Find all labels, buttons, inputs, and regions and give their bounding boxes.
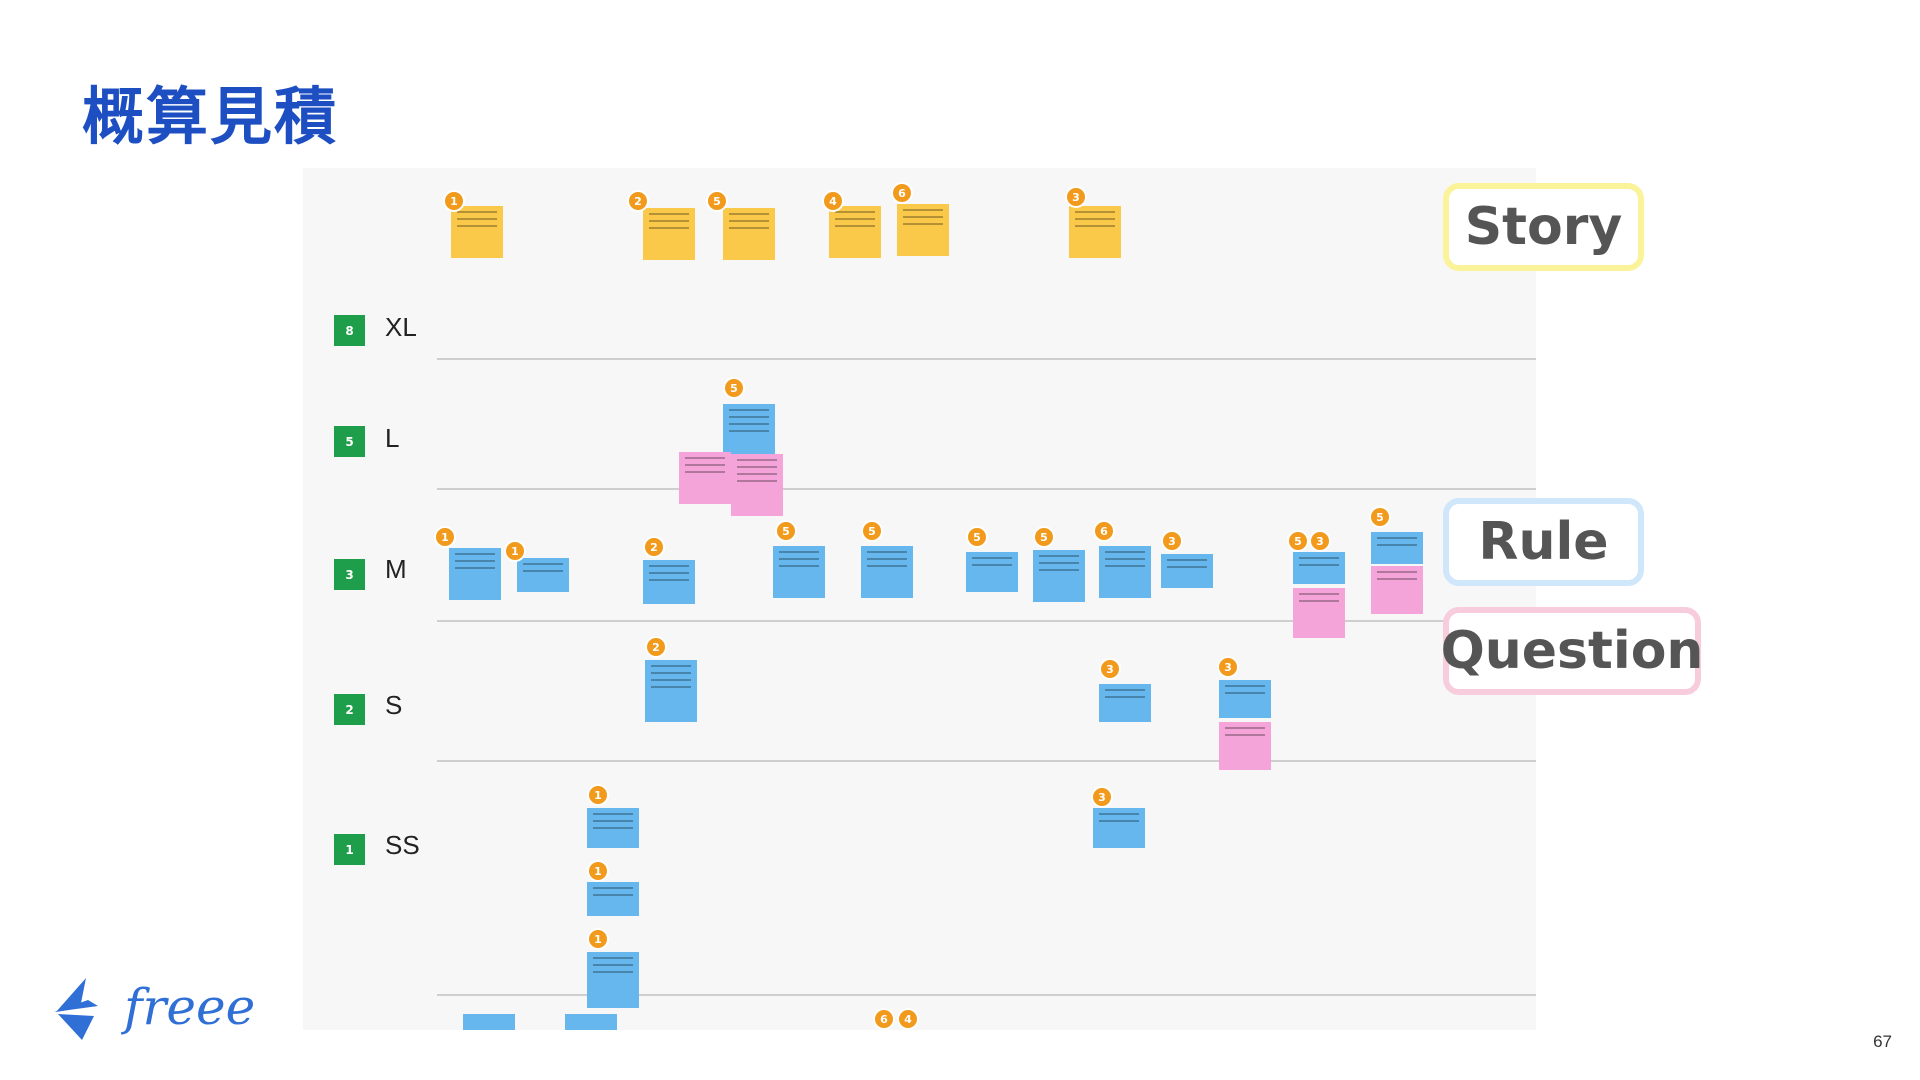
- estimate-dot: 6: [873, 1008, 895, 1030]
- row-divider: [437, 760, 1536, 762]
- estimate-dot: 1: [587, 928, 609, 950]
- rule-sticky: [966, 552, 1018, 592]
- rule-sticky: [1099, 684, 1151, 722]
- question-sticky: [679, 452, 731, 504]
- estimate-dot: 1: [434, 526, 456, 548]
- estimate-dot: 5: [966, 526, 988, 548]
- estimate-dot: 3: [1309, 530, 1331, 552]
- bird-icon: [54, 978, 98, 1040]
- rule-sticky: [773, 546, 825, 598]
- row-divider: [437, 994, 1536, 996]
- estimate-dot: 2: [645, 636, 667, 658]
- estimate-dot: 2: [627, 190, 649, 212]
- estimate-dot: 5: [1033, 526, 1055, 548]
- legend-rule: Rule: [1443, 498, 1644, 586]
- estimate-dot: 6: [891, 182, 913, 204]
- story-sticky: [451, 206, 503, 258]
- rule-sticky: [517, 558, 569, 592]
- size-badge-l: 5: [334, 426, 365, 457]
- estimate-dot: 5: [1287, 530, 1309, 552]
- page-number: 67: [1873, 1032, 1892, 1051]
- freee-logo: freee: [48, 972, 255, 1042]
- story-sticky: [723, 208, 775, 260]
- question-sticky: [731, 454, 783, 516]
- size-label-xl: XL: [385, 312, 417, 342]
- rule-sticky: [587, 952, 639, 1008]
- rule-sticky: [565, 1014, 617, 1030]
- rule-sticky: [861, 546, 913, 598]
- rule-sticky: [463, 1014, 515, 1030]
- estimate-dot: 1: [587, 784, 609, 806]
- rule-sticky: [1371, 532, 1423, 564]
- estimate-dot: 6: [1093, 520, 1115, 542]
- size-badge-xl: 8: [334, 315, 365, 346]
- estimate-dot: 2: [643, 536, 665, 558]
- estimate-dot: 1: [443, 190, 465, 212]
- rule-sticky: [645, 660, 697, 722]
- estimate-dot: 3: [1091, 786, 1113, 808]
- rule-sticky: [1293, 552, 1345, 584]
- size-label-m: M: [385, 554, 407, 584]
- question-sticky: [1293, 588, 1345, 638]
- size-label-ss: SS: [385, 830, 420, 860]
- story-sticky: [643, 208, 695, 260]
- story-sticky: [1069, 206, 1121, 258]
- size-label-l: L: [385, 423, 400, 453]
- rule-sticky: [587, 808, 639, 848]
- rule-sticky: [1161, 554, 1213, 588]
- estimate-dot: 5: [723, 377, 745, 399]
- rule-sticky: [643, 560, 695, 604]
- estimate-dot: 3: [1217, 656, 1239, 678]
- row-divider: [437, 358, 1536, 360]
- question-sticky: [1371, 566, 1423, 614]
- estimate-dot: 3: [1161, 530, 1183, 552]
- estimate-dot: 5: [861, 520, 883, 542]
- logo-wordmark: freee: [124, 978, 256, 1036]
- rule-sticky: [587, 882, 639, 916]
- rule-sticky: [1099, 546, 1151, 598]
- size-badge-m: 3: [334, 559, 365, 590]
- page-title: 概算見積: [82, 80, 339, 153]
- story-sticky: [829, 206, 881, 258]
- estimate-dot: 1: [504, 540, 526, 562]
- rule-sticky: [723, 404, 775, 456]
- estimate-dot: 5: [1369, 506, 1391, 528]
- estimate-dot: 5: [775, 520, 797, 542]
- rule-sticky: [449, 548, 501, 600]
- question-sticky: [1219, 722, 1271, 770]
- rule-sticky: [1219, 680, 1271, 718]
- story-sticky: [897, 204, 949, 256]
- estimate-dot: 1: [587, 860, 609, 882]
- estimate-dot: 3: [1065, 186, 1087, 208]
- rule-sticky: [1033, 550, 1085, 602]
- size-label-s: S: [385, 690, 403, 720]
- estimate-dot: 4: [897, 1008, 919, 1030]
- estimate-dot: 5: [706, 190, 728, 212]
- rule-sticky: [1093, 808, 1145, 848]
- estimation-board: 8 XL 5 L 3 M 2 S 1 SS 1 2 5 4 6 3 5 1 1 …: [303, 168, 1536, 1030]
- size-badge-s: 2: [334, 694, 365, 725]
- size-badge-ss: 1: [334, 834, 365, 865]
- row-divider: [437, 488, 1536, 490]
- estimate-dot: 3: [1099, 658, 1121, 680]
- legend-story: Story: [1443, 183, 1644, 271]
- estimate-dot: 4: [822, 190, 844, 212]
- row-divider: [437, 620, 1536, 622]
- legend-question: Question: [1441, 607, 1703, 695]
